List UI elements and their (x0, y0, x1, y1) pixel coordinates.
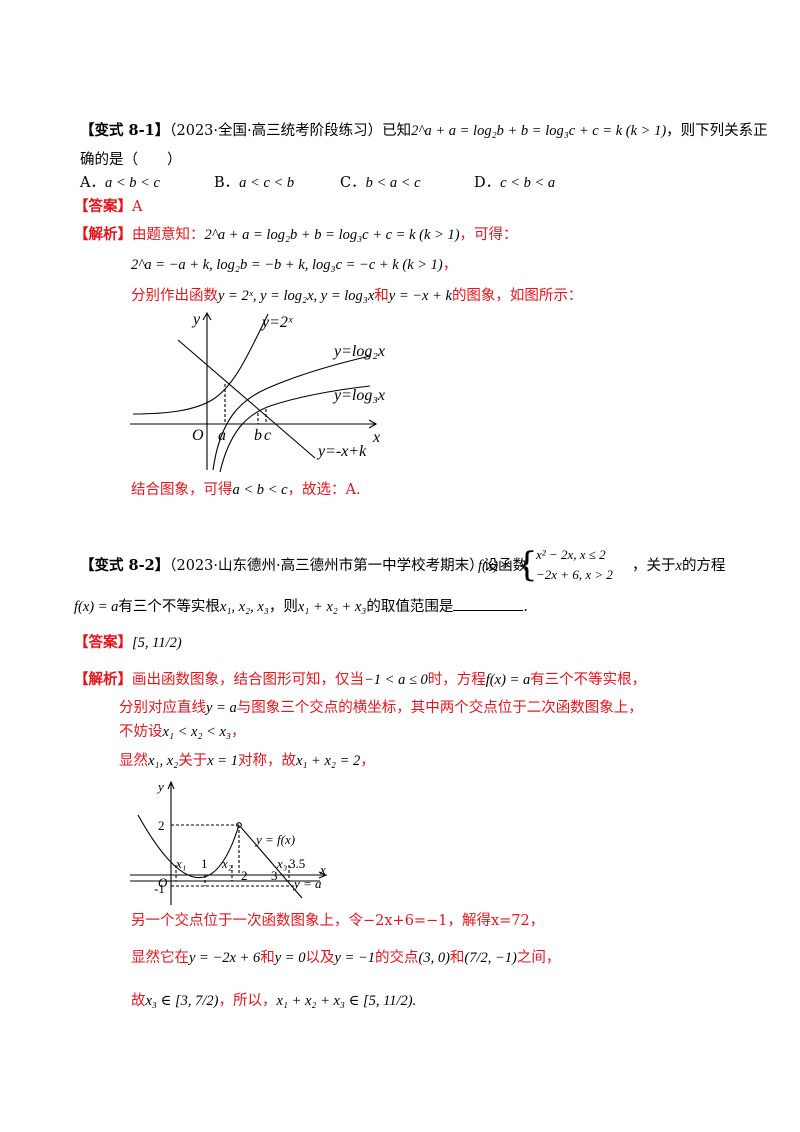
answer-8-1: 【答案】A (74, 198, 143, 215)
label-line: y=-x+k (316, 443, 367, 460)
fig1-origin: O (192, 427, 204, 444)
problem-8-2-header: 【变式 8-2】（2023·山东德州·高三德州市第一中学校考期末）设函数 (80, 557, 528, 574)
fig1-x-label: x (372, 429, 380, 446)
option-d: D．c < b < a (474, 175, 556, 191)
answer-8-2: 【答案】[5, 11/2) (74, 634, 182, 651)
label-x2: x₂ (221, 856, 233, 871)
label-ya: y = a (292, 876, 322, 891)
analysis-8-1-l2: 2^a = −a + k, log₂b = −b + k, log₃c = −c… (131, 257, 458, 273)
tick-3-5: 3.5 (289, 856, 305, 871)
label-a: a (218, 427, 226, 444)
label-log3: y=log₃x (332, 387, 385, 404)
figure-piecewise-graph: y x O 2 -1 1 2 3 3.5 x₁ x₂ x₃ y = f(x) y… (130, 779, 328, 905)
analysis-8-2-l1: 【解析】画出函数图象，结合图形可知，仅当−1 < a ≤ 0时，方程f(x) =… (74, 671, 647, 688)
problem-8-1-line2: 确的是（ ） (80, 152, 182, 168)
label-fx: y = f(x) (254, 832, 295, 847)
problem-source: （2023·全国·高三统考阶段练习）已知 (169, 123, 412, 139)
problem-8-1-header: 【变式 8-1】（2023·全国·高三统考阶段练习）已知2^a + a = lo… (80, 121, 768, 141)
problem-tag: 【变式 8-1】 (80, 122, 170, 139)
analysis-8-2-l4: 显然x₁, x₂关于x = 1对称，故x₁ + x₂ = 2， (119, 753, 375, 769)
tick-minus1: -1 (154, 881, 165, 896)
problem-tail: ，则下列关系正 (666, 123, 768, 139)
option-c: C．b < a < c (340, 175, 421, 191)
fig1-y-label: y (191, 311, 201, 328)
exp-curve (132, 313, 269, 415)
label-log2: y=log₂x (332, 343, 385, 360)
label-exp: y=2ˣ (260, 314, 293, 331)
analysis-8-2-l2: 分别对应直线y = a与图象三个交点的横坐标，其中两个交点位于二次函数图象上， (119, 700, 643, 716)
tick-3: 3 (271, 868, 278, 883)
problem-8-2-tail: ，关于x的方程 (632, 558, 726, 574)
analysis-8-2-l3: 不妨设x₁ < x₂ < x₃， (119, 724, 246, 740)
answer-blank (453, 596, 524, 611)
fig2-origin: O (158, 875, 168, 890)
log3-curve (219, 385, 371, 473)
label-x1: x₁ (175, 856, 186, 871)
tick-2-y: 2 (158, 818, 165, 833)
fig2-x-label: x (319, 862, 326, 877)
line-neg-x-k (177, 339, 316, 459)
analysis-8-2-l7: 故x₃ ∈ [3, 7/2)，所以，x₁ + x₂ + x₃ ∈ [5, 11/… (131, 993, 417, 1009)
analysis-8-2-l6: 显然它在y = −2x + 6和y = 0以及y = −1的交点(3, 0)和(… (131, 950, 561, 966)
tick-2-x: 2 (241, 868, 248, 883)
log2-curve (212, 355, 371, 471)
option-b: B．a < c < b (214, 175, 295, 191)
label-b: b (254, 427, 262, 444)
tick-1: 1 (201, 856, 208, 871)
figure-exp-log-graph: y x O y=2ˣ y=log₂x y=log₃x y=-x+k a b c (130, 311, 385, 473)
fig2-y-label: y (156, 779, 164, 794)
parabola-piece (137, 814, 240, 879)
analysis-8-1-l1: 【解析】由题意知：2^a + a = log₂b + b = log₃c + c… (74, 226, 518, 243)
analysis-8-1-l3: 分别作出函数y = 2ˣ, y = log₂x, y = log₃x和y = −… (131, 288, 583, 304)
label-x3: x₃ (276, 856, 287, 871)
problem-8-2-line2: f(x) = a有三个不等实根x₁, x₂, x₃，则x₁ + x₂ + x₃的… (74, 596, 528, 617)
option-a: A．a < b < c (80, 175, 160, 191)
label-c: c (264, 427, 271, 444)
analysis-8-2-l5: 另一个交点位于一次函数图象上，令−2x+6=−1，解得x=72， (131, 913, 545, 929)
analysis-8-1-conclusion: 结合图象，可得a < b < c，故选：A. (131, 482, 361, 498)
problem-condition: 2^a + a = log₂b + b = log₃c + c = k (k >… (411, 123, 667, 139)
